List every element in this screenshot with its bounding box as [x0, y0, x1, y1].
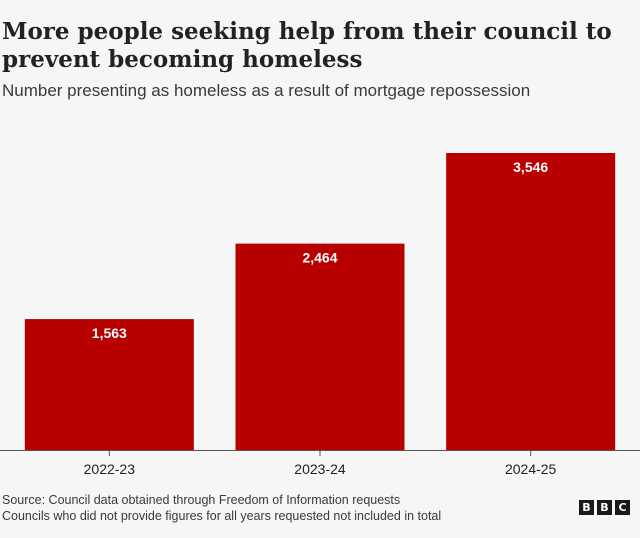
- x-tick-label-2022-23: 2022-23: [84, 461, 136, 477]
- x-tick-label-2023-24: 2023-24: [294, 461, 346, 477]
- bar-chart: 1,563 2022-23 2,464 2023-24 3,546 2024-25: [0, 153, 640, 477]
- chart-footer: Source: Council data obtained through Fr…: [2, 492, 562, 524]
- source-note: Source: Council data obtained through Fr…: [2, 493, 401, 507]
- value-label-2022-23: 1,563: [92, 325, 127, 341]
- value-label-2024-25: 3,546: [513, 159, 548, 175]
- bbc-logo-letter-b2: B: [597, 500, 612, 515]
- bbc-logo: B B C: [579, 500, 630, 515]
- bar-2024-25: [446, 153, 616, 450]
- bbc-logo-letter-c: C: [615, 500, 630, 515]
- bar-2022-23: [24, 319, 194, 450]
- chart-subtitle: Number presenting as homeless as a resul…: [2, 81, 531, 100]
- bar-2023-24: [235, 243, 405, 450]
- chart-title: More people seeking help from their coun…: [2, 18, 612, 73]
- bbc-logo-letter-b1: B: [579, 500, 594, 515]
- value-label-2023-24: 2,464: [302, 250, 337, 266]
- x-tick-label-2024-25: 2024-25: [505, 461, 557, 477]
- coverage-note: Councils who did not provide figures for…: [2, 509, 442, 523]
